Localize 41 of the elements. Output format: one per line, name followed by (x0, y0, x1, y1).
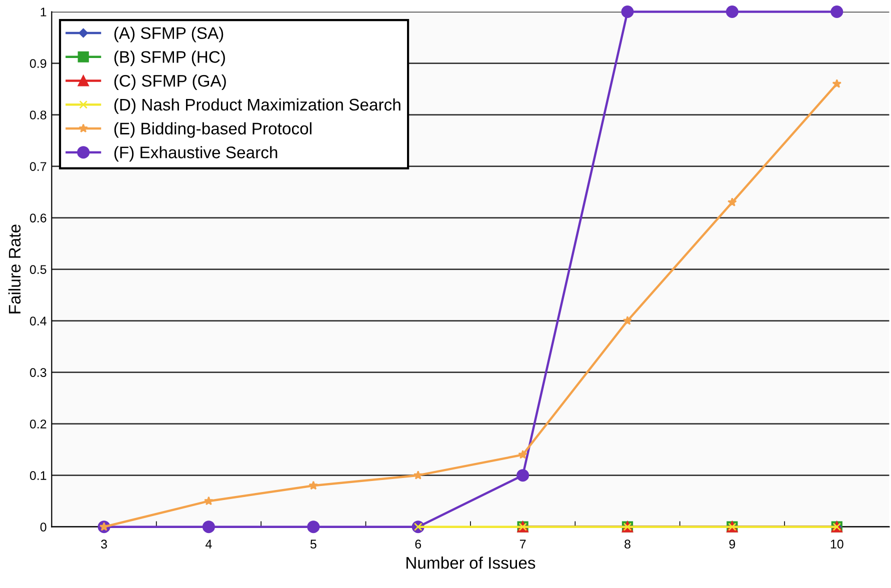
x-tick-label: 9 (729, 540, 736, 549)
legend-label: (B) SFMP (HC) (114, 50, 225, 66)
y-tick-label: 0.3 (30, 368, 46, 377)
y-tick-label: 0.6 (30, 214, 46, 222)
x-tick-label: 4 (206, 540, 212, 548)
y-tick-label: 0.4 (30, 316, 46, 326)
legend-label: (C) SFMP (GA) (114, 74, 226, 90)
legend-label: (D) Nash Product Maximization Search (114, 98, 400, 114)
x-axis-title: Number of Issues (406, 556, 536, 569)
x-tick-label: 3 (101, 540, 107, 549)
point (202, 520, 215, 534)
legend-label: (E) Bidding-based Protocol (114, 122, 312, 138)
y-tick-label: 0.2 (30, 420, 46, 428)
y-tick-label: 1 (40, 8, 46, 16)
y-tick-label: 0.7 (30, 162, 46, 171)
point (307, 520, 320, 534)
point (99, 522, 109, 531)
legend-label: (F) Exhaustive Search (114, 146, 278, 162)
point (621, 6, 634, 18)
x-tick-label: 6 (415, 540, 422, 549)
y-tick-label: 0.8 (30, 110, 46, 120)
x-tick-label: 5 (310, 540, 316, 549)
point (204, 496, 214, 506)
y-tick-label: 0.1 (30, 471, 46, 480)
y-tick-label: 0.5 (30, 265, 46, 274)
y-tick-label: 0.9 (30, 59, 46, 68)
point (830, 6, 844, 18)
point (728, 197, 737, 206)
y-axis-title: Failure Rate (8, 224, 21, 314)
x-tick-label: 7 (520, 540, 526, 548)
point (726, 6, 738, 18)
x-tick-label: 8 (624, 540, 630, 549)
point (516, 469, 530, 482)
point (518, 450, 528, 459)
legend-label: (A) SFMP (SA) (114, 26, 224, 42)
point (622, 316, 632, 325)
point (413, 470, 423, 480)
point (832, 79, 842, 88)
x-tick-label: 10 (830, 540, 844, 549)
y-tick-label: 0 (40, 522, 46, 532)
point (308, 480, 318, 490)
